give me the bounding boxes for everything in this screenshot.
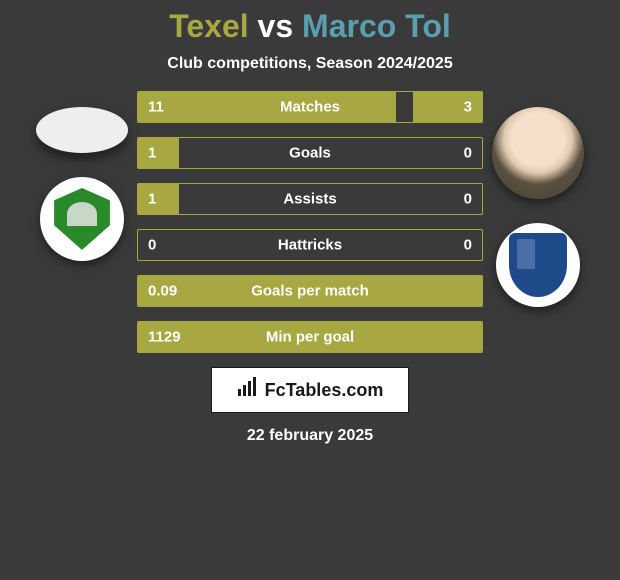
stat-value-left: 1129: [148, 329, 181, 346]
team2-shield-icon: [509, 233, 567, 297]
stat-bar: 1129 Min per goal: [137, 321, 483, 353]
stats-column: 11 Matches 3 1 Goals 0 1 Assists 0 0 Hattricks 0 0.0…: [137, 91, 483, 353]
team1-logo: [40, 177, 124, 261]
left-avatar-column: [27, 91, 137, 261]
title: Texel vs Marco Tol: [169, 8, 451, 45]
player1-name: Texel: [169, 8, 248, 44]
stat-bar: 0 Hattricks 0: [137, 229, 483, 261]
player1-avatar: [36, 107, 128, 153]
stat-bar: 1 Assists 0: [137, 183, 483, 215]
brand-logo: FcTables.com: [211, 367, 409, 413]
bar-left-fill: [138, 92, 396, 122]
player2-name: Marco Tol: [302, 8, 451, 44]
brand-text: FcTables.com: [265, 380, 384, 401]
bar-left-fill: [138, 184, 179, 214]
comparison-card: Texel vs Marco Tol Club competitions, Se…: [0, 0, 620, 580]
stat-value-left: 1: [148, 145, 156, 162]
stat-bar: 1 Goals 0: [137, 137, 483, 169]
stat-bar: 11 Matches 3: [137, 91, 483, 123]
stat-label: Goals per match: [251, 283, 369, 300]
stat-label: Goals: [289, 145, 331, 162]
subtitle: Club competitions, Season 2024/2025: [167, 55, 452, 73]
team2-logo: [496, 223, 580, 307]
stat-value-left: 11: [148, 99, 164, 116]
date: 22 february 2025: [247, 427, 373, 445]
chart-icon: [237, 377, 259, 403]
stat-label: Min per goal: [266, 329, 354, 346]
player2-avatar: [492, 107, 584, 199]
team1-shield-icon: [51, 188, 113, 250]
right-avatar-column: [483, 91, 593, 307]
stat-value-left: 0.09: [148, 283, 177, 300]
bar-left-fill: [138, 138, 179, 168]
title-vs: vs: [258, 8, 294, 44]
stats-area: 11 Matches 3 1 Goals 0 1 Assists 0 0 Hattricks 0 0.0…: [0, 91, 620, 353]
stat-value-right: 3: [464, 99, 472, 116]
stat-value-left: 1: [148, 191, 156, 208]
stat-value-left: 0: [148, 237, 156, 254]
stat-label: Assists: [283, 191, 336, 208]
stat-label: Hattricks: [278, 237, 342, 254]
stat-value-right: 0: [464, 237, 472, 254]
stat-value-right: 0: [464, 191, 472, 208]
stat-value-right: 0: [464, 145, 472, 162]
stat-label: Matches: [280, 99, 340, 116]
stat-bar: 0.09 Goals per match: [137, 275, 483, 307]
